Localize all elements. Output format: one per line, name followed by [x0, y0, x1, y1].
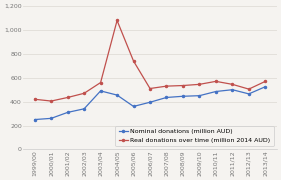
Nominal donations (million AUD) — [132, 105, 135, 107]
Nominal donations (million AUD) — [82, 108, 86, 110]
Nominal donations (million AUD) — [214, 90, 217, 93]
Line: Real donations over time (million 2014 AUD): Real donations over time (million 2014 A… — [34, 19, 266, 102]
Nominal donations (million AUD) — [181, 95, 185, 97]
Nominal donations (million AUD) — [49, 117, 53, 120]
Nominal donations (million AUD) — [33, 118, 37, 121]
Real donations over time (million 2014 AUD) — [82, 92, 86, 94]
Nominal donations (million AUD) — [115, 94, 119, 96]
Legend: Nominal donations (million AUD), Real donations over time (million 2014 AUD): Nominal donations (million AUD), Real do… — [115, 125, 274, 146]
Nominal donations (million AUD) — [66, 111, 69, 113]
Real donations over time (million 2014 AUD) — [181, 84, 185, 87]
Real donations over time (million 2014 AUD) — [33, 98, 37, 100]
Nominal donations (million AUD) — [247, 93, 251, 95]
Real donations over time (million 2014 AUD) — [66, 96, 69, 99]
Nominal donations (million AUD) — [165, 96, 168, 99]
Real donations over time (million 2014 AUD) — [247, 88, 251, 90]
Nominal donations (million AUD) — [99, 90, 102, 92]
Real donations over time (million 2014 AUD) — [99, 82, 102, 84]
Real donations over time (million 2014 AUD) — [132, 60, 135, 62]
Real donations over time (million 2014 AUD) — [231, 83, 234, 86]
Real donations over time (million 2014 AUD) — [198, 83, 201, 86]
Nominal donations (million AUD) — [231, 89, 234, 91]
Real donations over time (million 2014 AUD) — [115, 19, 119, 22]
Line: Nominal donations (million AUD): Nominal donations (million AUD) — [34, 86, 266, 121]
Nominal donations (million AUD) — [148, 101, 152, 103]
Real donations over time (million 2014 AUD) — [264, 80, 267, 82]
Nominal donations (million AUD) — [198, 95, 201, 97]
Real donations over time (million 2014 AUD) — [49, 100, 53, 102]
Nominal donations (million AUD) — [264, 86, 267, 88]
Real donations over time (million 2014 AUD) — [214, 80, 217, 82]
Real donations over time (million 2014 AUD) — [165, 85, 168, 87]
Real donations over time (million 2014 AUD) — [148, 87, 152, 90]
